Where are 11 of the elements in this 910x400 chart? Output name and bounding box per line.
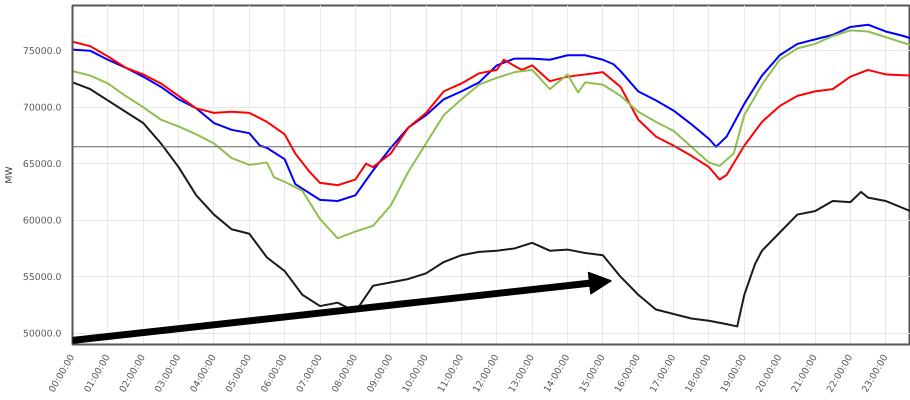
y-tick-label: 55000.0 — [22, 272, 62, 284]
line-series — [72, 29, 910, 240]
y-tick-label: 50000.0 — [22, 328, 62, 340]
y-tick-label: 70000.0 — [22, 102, 62, 114]
line-series — [72, 81, 910, 328]
y-tick-label: 65000.0 — [22, 159, 62, 170]
line-series — [72, 40, 910, 186]
y-tick-label: 75000.0 — [22, 46, 62, 58]
line-series — [72, 24, 910, 202]
y-tick-label: 60000.0 — [22, 216, 62, 227]
y-axis-title: MW — [4, 166, 15, 184]
